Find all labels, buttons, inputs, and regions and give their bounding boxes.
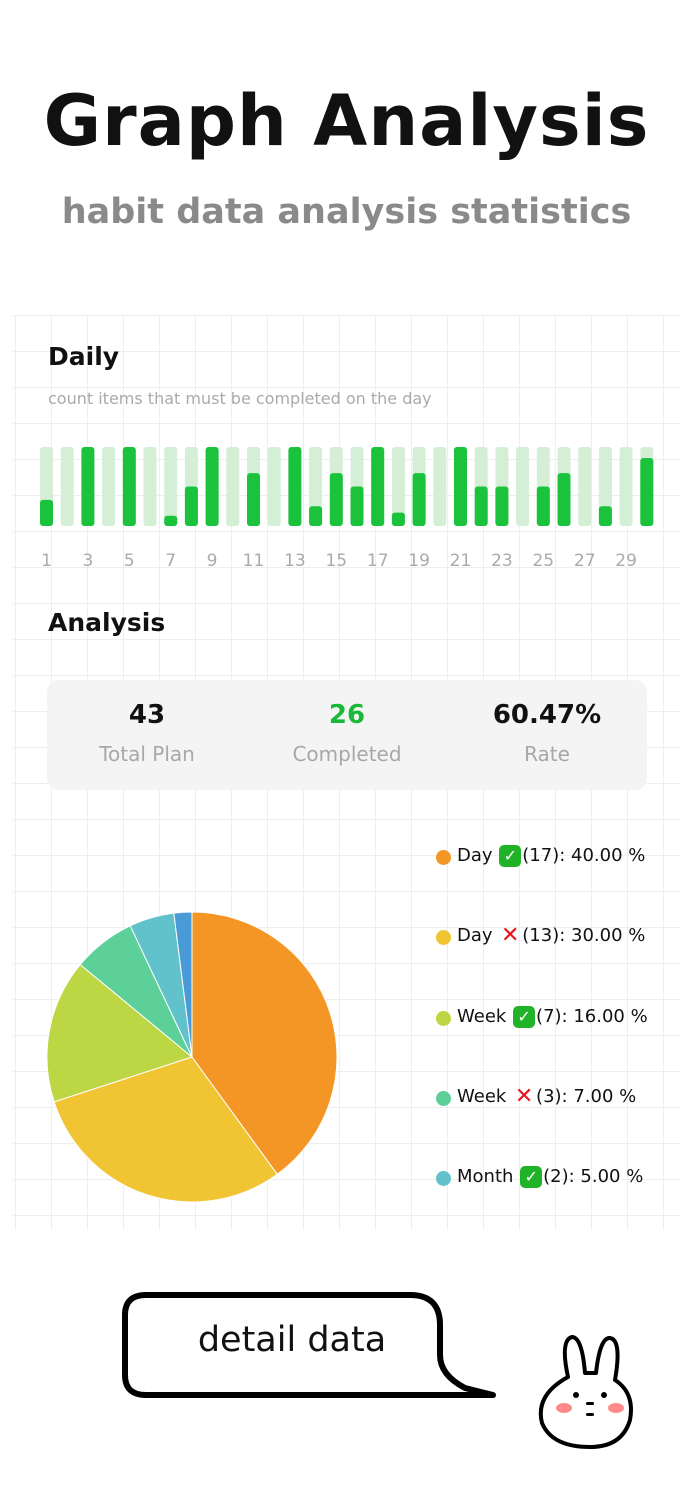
bar-day-19: [412, 473, 426, 526]
stat-value: 43: [128, 700, 166, 730]
legend-value: (3): 7.00 %: [536, 1085, 637, 1107]
bar-day-26: [557, 473, 571, 526]
bar-day-14: [309, 506, 323, 526]
bar-track: [619, 447, 633, 526]
legend-dot-icon: [436, 850, 451, 865]
check-mark-icon: ✓: [499, 845, 522, 867]
legend-dot-icon: [436, 930, 451, 946]
bar-track: [143, 447, 157, 526]
x-tick-label: 23: [491, 551, 513, 571]
daily-subtitle: count items that must be completed on th…: [48, 389, 432, 408]
stat-value: 26: [328, 700, 366, 730]
bar-day-7: [164, 515, 178, 526]
page-title: Graph Analysis: [43, 80, 650, 162]
x-tick-label: 11: [243, 551, 265, 571]
stat-completed: 26 Completed: [247, 680, 447, 790]
legend-dot-icon: [436, 1171, 451, 1187]
bar-track: [267, 447, 281, 526]
bar-day-25: [536, 486, 550, 526]
x-tick-label: 13: [284, 551, 306, 571]
legend-label: Week: [457, 1085, 513, 1107]
bar-day-21: [454, 447, 467, 526]
cross-mark-icon: ✕: [514, 1083, 534, 1109]
stat-label: Completed: [292, 742, 402, 766]
bar-track: [391, 447, 405, 526]
x-tick-label: 21: [450, 551, 472, 571]
legend-item: Day ✕ (13): 30.00 %: [436, 925, 648, 1005]
bar-track: [516, 447, 530, 526]
legend-value: (17): 40.00 %: [522, 845, 646, 866]
bunny-mascot-icon: [538, 1335, 633, 1449]
legend-dot-icon: [436, 1090, 451, 1106]
detail-data-button[interactable]: detail data: [197, 1320, 387, 1360]
pie-legend: Day ✓ (17): 40.00 % Day ✕ (13): 30.00 % Week…: [436, 845, 648, 1246]
legend-label: Month: [457, 1166, 520, 1188]
x-tick-label: 15: [325, 551, 347, 571]
page-subtitle: habit data analysis statistics: [61, 192, 632, 232]
bar-track: [433, 447, 447, 526]
legend-dot-icon: [436, 1010, 451, 1026]
bar-track: [578, 447, 592, 526]
legend-value: (13): 30.00 %: [522, 925, 646, 947]
daily-bar-chart: 1 3 5 7 9 11 13 15 17 19 21 23 25 27 29: [40, 447, 654, 571]
analysis-title: Analysis: [48, 608, 166, 637]
bar-day-3: [81, 447, 95, 526]
legend-item: Day ✓ (17): 40.00 %: [436, 845, 648, 925]
bar-day-15: [329, 473, 343, 526]
stat-total-plan: 43 Total Plan: [47, 680, 247, 790]
bar-track: [226, 447, 240, 526]
legend-label: Day: [457, 925, 499, 947]
pie-slice-2: [46, 963, 194, 1103]
x-tick-label: 9: [207, 551, 218, 571]
bar-day-8: [184, 486, 198, 526]
x-tick-label: 27: [574, 551, 596, 571]
bar-day-18: [391, 512, 405, 526]
legend-label: Week: [457, 1005, 513, 1027]
bar-day-23: [495, 486, 509, 526]
bar-day-16: [350, 486, 364, 526]
bar-track: [60, 447, 74, 526]
x-tick-label: 19: [408, 551, 430, 571]
stats-card: 43 Total Plan 26 Completed 60.47% Rate: [47, 680, 647, 790]
x-tick-label: 3: [82, 551, 93, 571]
x-tick-label: 5: [124, 551, 135, 571]
legend-value: (2): 5.00 %: [543, 1166, 644, 1188]
cross-mark-icon: ✕: [501, 923, 520, 949]
bar-day-13: [288, 447, 302, 526]
bar-day-11: [247, 473, 260, 526]
check-mark-icon: ✓: [513, 1005, 536, 1028]
check-mark-icon: ✓: [520, 1166, 543, 1189]
stat-rate: 60.47% Rate: [447, 680, 647, 790]
legend-item: Month ✓ (2): 5.00 %: [436, 1166, 648, 1246]
stat-label: Rate: [524, 742, 570, 766]
x-tick-label: 17: [367, 551, 389, 571]
x-tick-label: 7: [165, 551, 176, 571]
x-tick-label: 25: [532, 551, 554, 571]
bar-track: [164, 447, 178, 526]
bar-day-28: [598, 506, 612, 526]
legend-label: Day: [457, 845, 499, 866]
bar-day-9: [205, 447, 219, 526]
pie-slice-0: [191, 911, 338, 1176]
stat-label: Total Plan: [99, 742, 195, 766]
bar-day-5: [122, 447, 136, 526]
bar-day-17: [371, 447, 385, 526]
legend-value: (7): 16.00 %: [536, 1005, 648, 1027]
bar-day-30: [640, 458, 654, 526]
pie-slice-5: [173, 911, 193, 1058]
x-tick-label: 1: [41, 551, 52, 571]
daily-title: Daily: [48, 342, 120, 371]
bar-day-1: [40, 499, 53, 526]
pie-slice-1: [53, 1056, 278, 1203]
legend-item: Week ✕ (3): 7.00 %: [436, 1083, 648, 1166]
speech-bubble-icon[interactable]: [110, 1280, 510, 1405]
bar-track: [102, 447, 116, 526]
x-tick-label: 29: [615, 551, 637, 571]
legend-item: Week ✓ (7): 16.00 %: [436, 1005, 648, 1086]
stat-value: 60.47%: [492, 700, 602, 730]
bar-day-22: [474, 486, 488, 526]
pie-chart: [46, 911, 338, 1203]
